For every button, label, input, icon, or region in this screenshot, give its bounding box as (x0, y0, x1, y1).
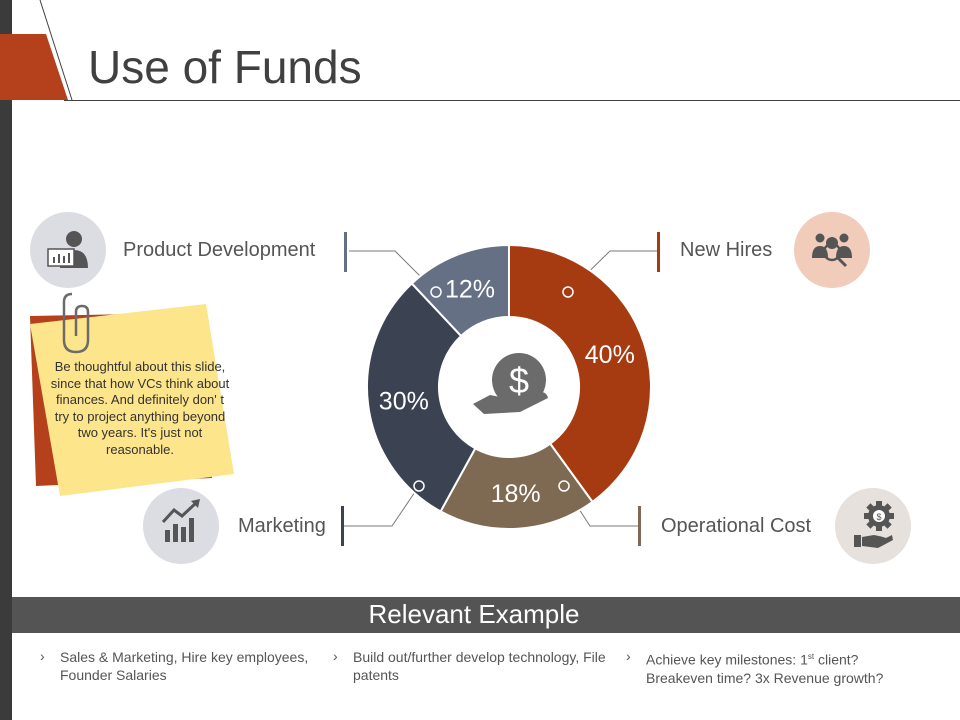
svg-text:$: $ (876, 512, 881, 522)
sticky-note (30, 292, 234, 496)
slice-percent-label: 12% (445, 275, 495, 303)
slice-percent-label: 30% (379, 387, 429, 415)
bullet-item-3-text: Achieve key milestones: 1 (646, 651, 808, 668)
bullet-item-3: Achieve key milestones: 1st client? Brea… (646, 648, 926, 687)
growth-chart-icon (143, 488, 219, 564)
slice-percent-label: 40% (585, 341, 635, 369)
donut-slice (366, 282, 477, 513)
donut-slice (439, 442, 594, 530)
label-operational-cost: Operational Cost (661, 515, 812, 537)
chevron-right-icon: › (40, 648, 45, 664)
sticky-note-text: Be thoughtful about this slide, since th… (50, 359, 230, 457)
team-search-icon (794, 212, 870, 288)
title-underline (64, 100, 960, 101)
label-new-hires: New Hires (680, 239, 773, 261)
chevron-right-icon: › (333, 648, 338, 664)
donut-chart: 40% 18% 30% 12% (366, 243, 652, 530)
svg-text:$: $ (509, 360, 529, 401)
page-title: Use of Funds (88, 41, 362, 93)
relevant-example-bar (12, 597, 960, 633)
label-product-development: Product Development (123, 239, 316, 261)
dollar-hand-icon: $ (473, 353, 548, 414)
bullet-item-3-rest: client? Breakeven time? 3x Revenue growt… (646, 651, 884, 686)
label-marketing: Marketing (238, 515, 326, 537)
left-accent-bar (0, 0, 12, 720)
bullet-item-2: Build out/further develop technology, Fi… (353, 649, 606, 683)
donut-slice (508, 243, 652, 504)
use-of-funds-diagram: 40% 18% 30% 12% $ (30, 212, 911, 564)
chevron-right-icon: › (626, 648, 631, 664)
donut-slice (410, 243, 510, 338)
title-accent-shape (0, 0, 73, 101)
bullet-item-1: Sales & Marketing, Hire key employees, F… (60, 649, 309, 683)
relevant-example-title: Relevant Example (368, 599, 580, 629)
label-ticks (341, 232, 660, 546)
slice-percent-label: 18% (491, 480, 541, 508)
gear-money-icon: $ (835, 488, 911, 564)
ordinal-suffix: st (807, 652, 815, 661)
paperclip-icon (62, 292, 90, 354)
presenter-icon (30, 212, 106, 288)
connector-dots (413, 286, 574, 492)
